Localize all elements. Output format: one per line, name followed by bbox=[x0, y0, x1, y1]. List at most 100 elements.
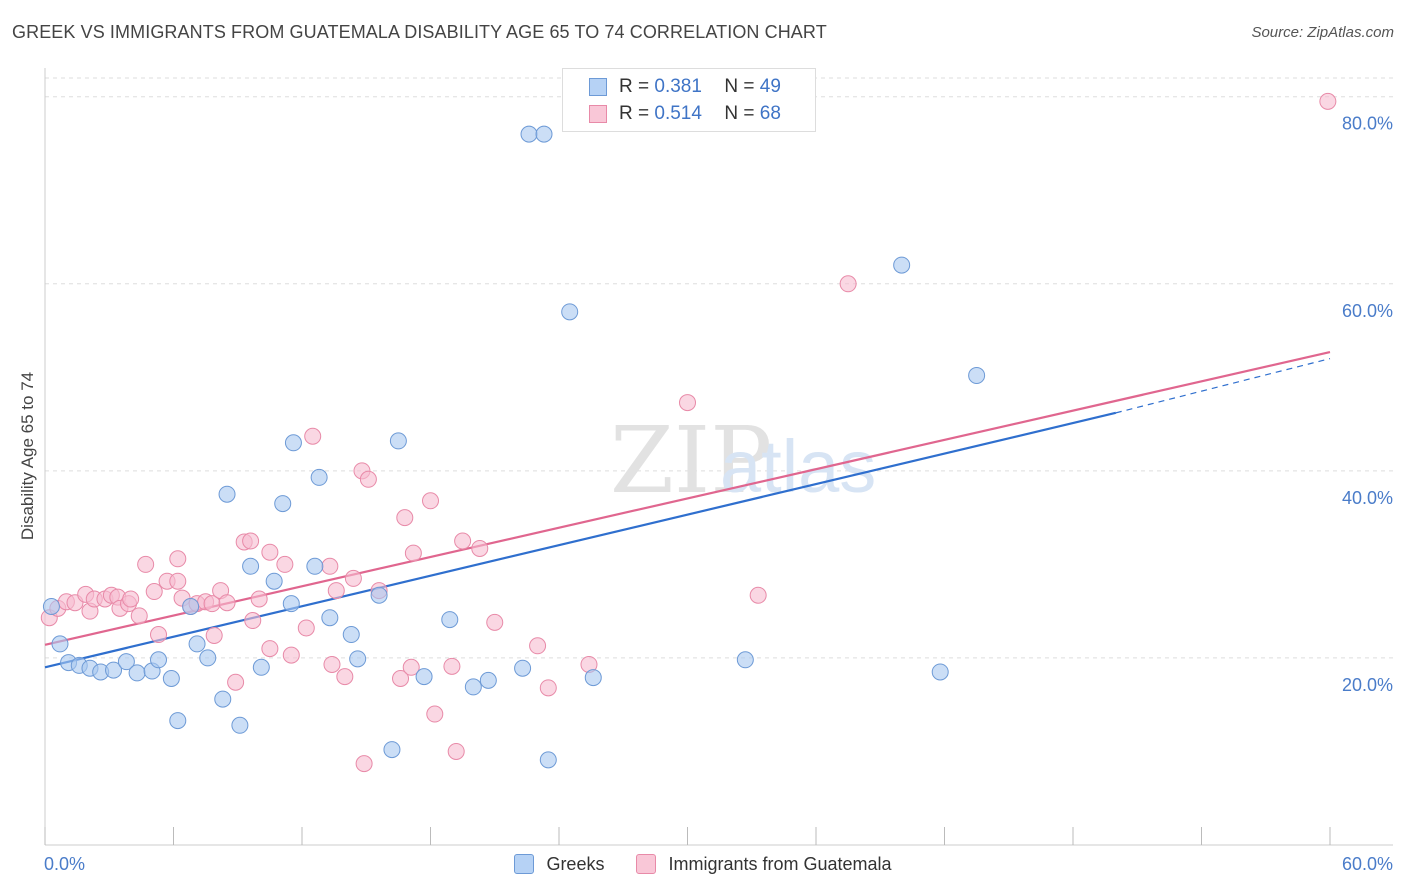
guatemala-point bbox=[122, 590, 140, 608]
guatemala-point bbox=[396, 509, 414, 527]
greeks-point bbox=[349, 650, 367, 668]
greeks-point bbox=[535, 125, 553, 143]
greeks-point bbox=[162, 670, 180, 688]
stats-row-guatemala: R = 0.514 N = 68 bbox=[589, 102, 781, 126]
guatemala-point bbox=[443, 657, 461, 675]
greeks-point bbox=[242, 557, 260, 575]
guatemala-point bbox=[327, 582, 345, 600]
guatemala-legend-swatch bbox=[636, 854, 657, 874]
greeks-point bbox=[182, 597, 200, 615]
greeks-point bbox=[415, 668, 433, 686]
r-value: 0.381 bbox=[654, 76, 702, 97]
guatemala-swatch bbox=[589, 105, 607, 123]
greeks-point bbox=[306, 557, 324, 575]
guatemala-point bbox=[304, 427, 322, 445]
greeks-point bbox=[231, 716, 249, 734]
guatemala-point bbox=[355, 755, 373, 773]
greeks-legend-swatch bbox=[514, 854, 535, 874]
greeks-point bbox=[370, 586, 388, 604]
greeks-point bbox=[169, 712, 187, 730]
greeks-point bbox=[150, 651, 168, 669]
trend-line-extension bbox=[1115, 358, 1331, 414]
guatemala-point bbox=[402, 658, 420, 676]
greeks-point bbox=[968, 366, 986, 384]
n-value: 49 bbox=[759, 76, 781, 97]
greeks-point bbox=[188, 635, 206, 653]
guatemala-point bbox=[749, 586, 767, 604]
guatemala-point bbox=[282, 646, 300, 664]
x-tick-max: 60.0% bbox=[1342, 854, 1393, 874]
greeks-point bbox=[342, 626, 360, 644]
r-value: 0.514 bbox=[654, 103, 702, 124]
watermark-zip: ZIP bbox=[610, 407, 772, 514]
y-tick-label: 20.0% bbox=[1342, 675, 1393, 695]
greeks-point bbox=[321, 609, 339, 627]
guatemala-point bbox=[321, 557, 339, 575]
guatemala-point bbox=[205, 626, 223, 644]
greeks-point bbox=[520, 125, 538, 143]
guatemala-point bbox=[404, 544, 422, 562]
r-label: R = bbox=[619, 76, 650, 97]
guatemala-point bbox=[454, 532, 472, 550]
greeks-point bbox=[282, 595, 300, 613]
source-label: Source: ZipAtlas.com bbox=[1251, 24, 1394, 41]
guatemala-point bbox=[169, 572, 187, 590]
y-tick-label: 40.0% bbox=[1342, 488, 1393, 508]
greeks-point bbox=[218, 485, 236, 503]
greeks-point bbox=[105, 661, 123, 679]
guatemala-point bbox=[679, 394, 696, 412]
greeks-point bbox=[310, 468, 328, 486]
greeks-point bbox=[252, 658, 270, 676]
greeks-point bbox=[284, 434, 302, 452]
guatemala-point bbox=[839, 275, 857, 293]
guatemala-point bbox=[130, 607, 148, 625]
r-label: R = bbox=[619, 103, 650, 124]
series-legend: Greeks Immigrants from Guatemala bbox=[0, 852, 1406, 876]
guatemala-point bbox=[471, 539, 489, 557]
n-value: 68 bbox=[759, 103, 781, 124]
guatemala-point bbox=[392, 670, 410, 688]
guatemala-point bbox=[250, 590, 268, 608]
guatemala-point bbox=[539, 679, 557, 697]
guatemala-point bbox=[218, 594, 236, 612]
greeks-point bbox=[42, 597, 60, 615]
guatemala-point bbox=[359, 470, 377, 488]
guatemala-point bbox=[137, 555, 155, 573]
guatemala-point bbox=[323, 655, 341, 673]
greeks-point bbox=[199, 649, 217, 667]
greeks-point bbox=[464, 678, 482, 696]
greeks-point bbox=[214, 690, 232, 708]
greeks-point bbox=[561, 303, 579, 321]
greeks-point bbox=[514, 659, 532, 677]
guatemala-point bbox=[447, 742, 465, 760]
guatemala-point bbox=[486, 613, 504, 631]
guatemala-point bbox=[261, 543, 279, 561]
guatemala-point bbox=[242, 532, 260, 550]
guatemala-point bbox=[336, 668, 354, 686]
guatemala-point bbox=[261, 640, 279, 658]
greeks-point bbox=[931, 663, 949, 681]
guatemala-point bbox=[344, 569, 362, 587]
legend-item-greeks[interactable]: Greeks bbox=[514, 854, 604, 875]
n-label: N = bbox=[724, 76, 755, 97]
axes: 20.0% 40.0% 60.0% 80.0% bbox=[44, 68, 1393, 846]
n-label: N = bbox=[724, 103, 755, 124]
guatemala-point bbox=[529, 637, 547, 655]
guatemala-point bbox=[244, 612, 262, 630]
guatemala-point bbox=[145, 583, 163, 601]
greeks-point bbox=[893, 256, 911, 274]
legend-item-guatemala[interactable]: Immigrants from Guatemala bbox=[636, 853, 892, 875]
greeks-point bbox=[383, 741, 401, 759]
y-tick-label: 60.0% bbox=[1342, 301, 1393, 321]
data-points bbox=[40, 92, 1337, 773]
guatemala-point bbox=[169, 550, 187, 568]
stats-legend: R = 0.381 N = 49 R = 0.514 N = 68 bbox=[562, 68, 816, 132]
greeks-point bbox=[736, 651, 754, 669]
legend-label-guatemala: Immigrants from Guatemala bbox=[668, 853, 892, 874]
greeks-point bbox=[584, 669, 602, 687]
greeks-point bbox=[479, 671, 497, 689]
trend-line bbox=[44, 411, 1117, 669]
greeks-point bbox=[265, 572, 283, 590]
guatemala-point bbox=[1319, 92, 1337, 110]
